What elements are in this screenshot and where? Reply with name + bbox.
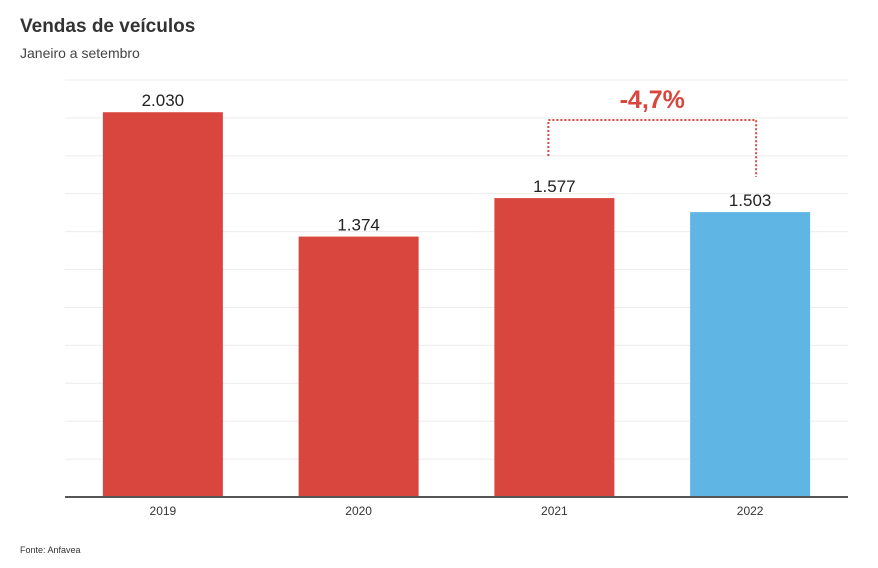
change-bracket xyxy=(547,119,758,177)
bar-2021 xyxy=(494,198,615,497)
data-label-2021: 1.577 xyxy=(533,177,576,196)
chart-subtitle: Janeiro a setembro xyxy=(20,45,140,61)
bar-2022 xyxy=(690,212,811,498)
x-tick-label-2022: 2022 xyxy=(737,504,764,518)
change-annotation: -4,7% xyxy=(620,86,685,114)
chart-title: Vendas de veículos xyxy=(20,16,196,37)
data-label-2020: 1.374 xyxy=(337,216,380,235)
x-tick-label-2019: 2019 xyxy=(150,504,177,518)
data-label-2019: 2.030 xyxy=(142,91,185,110)
bar-2019 xyxy=(102,112,223,498)
bar-chart: 2.030 2019 1.374 2020 1.577 2021 1.503 2022 -4,7… xyxy=(65,79,848,518)
x-tick-label-2021: 2021 xyxy=(541,504,568,518)
x-tick-label-2020: 2020 xyxy=(345,504,372,518)
source-note: Fonte: Anfavea xyxy=(20,545,81,555)
data-label-2022: 1.503 xyxy=(729,191,772,210)
bar-2020 xyxy=(298,236,419,497)
